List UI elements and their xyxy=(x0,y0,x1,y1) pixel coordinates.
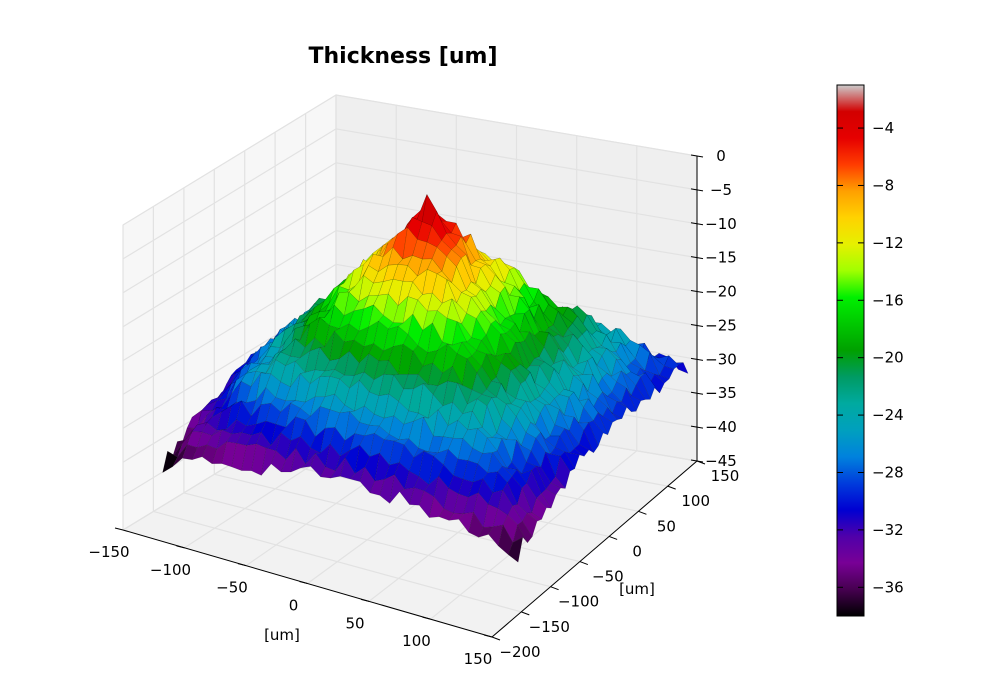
x-axis-ticks: −150 −100 −50 0 50 100 150 xyxy=(88,527,493,668)
surface-cell xyxy=(616,401,632,412)
colorbar-tick-label: −28 xyxy=(872,463,904,481)
surface-cell xyxy=(536,493,552,509)
y-tick-mark xyxy=(521,611,530,616)
colorbar-tick-label: −8 xyxy=(872,176,894,194)
surface-cell xyxy=(602,407,618,423)
grid-z-5 xyxy=(122,229,698,362)
surface-cell xyxy=(574,444,590,457)
colorbar-tick-label: −12 xyxy=(872,234,904,252)
surface-cell xyxy=(531,497,547,520)
x-tick-label: −50 xyxy=(216,579,248,597)
surface-cell xyxy=(578,429,594,454)
colorbar-tick-label: −20 xyxy=(872,349,904,367)
y-axis-line xyxy=(491,460,698,638)
x-tick-label: −150 xyxy=(88,543,129,561)
colorbar-tick-label: −36 xyxy=(872,578,904,596)
z-tick-mark xyxy=(690,459,704,463)
x-tick-label: −100 xyxy=(150,561,191,579)
colorbar-tick-label: −4 xyxy=(872,119,894,137)
x-tick-mark xyxy=(360,598,370,602)
grid-z-4 xyxy=(122,263,698,395)
y-tick-label: −150 xyxy=(529,618,570,636)
y-tick-label: −100 xyxy=(558,593,599,611)
z-tick-label: −10 xyxy=(705,215,737,233)
x-tick-mark xyxy=(299,581,308,584)
y-tick-mark xyxy=(608,535,618,540)
surface-cell xyxy=(507,536,524,563)
z-tick-mark xyxy=(690,357,704,361)
z-tick-mark xyxy=(690,154,704,158)
y-tick-label: −200 xyxy=(499,643,540,661)
z-tick-label: −40 xyxy=(705,418,737,436)
y-tick-mark xyxy=(550,586,559,591)
colorbar-tick-label: −32 xyxy=(872,521,904,539)
y-tick-label: 150 xyxy=(711,467,740,485)
z-tick-label: −25 xyxy=(705,316,737,334)
colorbar-tick-label: −24 xyxy=(872,406,904,424)
surface-cell xyxy=(621,387,637,412)
chart-title: Thickness [um] xyxy=(308,44,497,69)
z-tick-mark xyxy=(690,323,704,327)
grid-z-7 xyxy=(122,162,698,294)
y-tick-mark xyxy=(491,636,501,641)
grid-z-8 xyxy=(122,128,698,260)
x-tick-mark xyxy=(176,545,185,549)
z-tick-mark xyxy=(690,391,704,395)
z-tick-label: −20 xyxy=(705,283,737,301)
z-tick-label: −5 xyxy=(710,181,732,199)
surface-cell xyxy=(593,412,609,436)
z-axis-ticks: −45 −40 −35 −30 −25 −20 −15 −10 −5 0 xyxy=(690,147,737,470)
x-tick-label: 100 xyxy=(402,632,431,650)
y-tick-mark xyxy=(579,561,589,566)
z-tick-label: −30 xyxy=(705,350,737,368)
z-tick-mark xyxy=(690,256,704,260)
y-tick-mark xyxy=(667,485,676,490)
z-tick-mark xyxy=(690,222,704,226)
surface-cell xyxy=(526,512,543,522)
y-tick-label: −50 xyxy=(592,568,624,586)
colorbar-gradient xyxy=(836,84,865,617)
colorbar-ticks: −36 −32 −28 −24 −20 −16 −12 −8 −4 xyxy=(837,119,904,596)
x-tick-label: 50 xyxy=(345,614,364,632)
surface-cell xyxy=(545,482,561,496)
x-tick-mark xyxy=(114,527,124,531)
x-axis-label: [um] xyxy=(264,626,300,644)
z-tick-label: −45 xyxy=(705,452,737,470)
z-tick-mark xyxy=(690,188,704,192)
surface-mesh xyxy=(162,193,689,563)
z-tick-label: −35 xyxy=(705,384,737,402)
surface-cell xyxy=(654,374,670,384)
surface-cell xyxy=(550,476,566,489)
z-tick-label: 0 xyxy=(716,147,726,165)
surface-cell xyxy=(611,401,627,419)
y-tick-mark xyxy=(638,510,647,515)
y-tick-label: 50 xyxy=(657,517,676,535)
y-axis-label: [um] xyxy=(619,580,655,598)
grid-z-6 xyxy=(122,196,698,328)
x-tick-mark xyxy=(483,634,493,638)
x-tick-label: 150 xyxy=(464,650,493,668)
z-tick-mark xyxy=(690,290,704,294)
grid-z-9 xyxy=(122,94,698,226)
z-tick-label: −15 xyxy=(705,249,737,267)
surface-cell xyxy=(588,420,604,447)
surface-cell xyxy=(649,373,665,394)
surface-cell xyxy=(630,385,646,401)
x-tick-mark xyxy=(422,616,431,620)
surface-cell xyxy=(522,512,538,538)
colorbar: −36 −32 −28 −24 −20 −16 −12 −8 −4 xyxy=(836,84,904,617)
surface-cell xyxy=(640,372,656,400)
y-tick-label: 100 xyxy=(681,492,710,510)
z-tick-mark xyxy=(690,425,704,429)
y-tick-label: 0 xyxy=(632,542,642,560)
x-tick-mark xyxy=(237,563,247,567)
colorbar-tick-label: −16 xyxy=(872,291,904,309)
x-tick-label: 0 xyxy=(289,597,299,615)
